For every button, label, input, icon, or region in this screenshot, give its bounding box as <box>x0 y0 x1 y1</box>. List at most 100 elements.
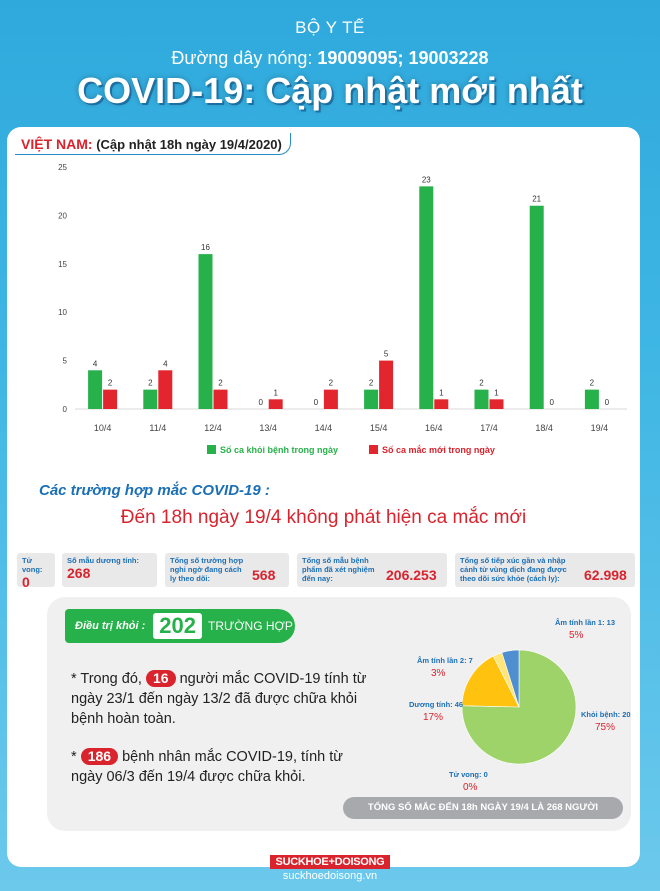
y-tick-label: 10 <box>58 308 67 317</box>
note-text: người mắc COVID-19 tính từ ngày 23/1 đến… <box>71 671 367 727</box>
pie-slice <box>501 649 520 708</box>
stat-label: Tử vong: <box>22 556 43 574</box>
y-tick-label: 0 <box>63 405 68 414</box>
pie-slice-percent: 3% <box>431 668 446 679</box>
x-tick-label: 12/4 <box>204 423 222 433</box>
bar-value-label: 2 <box>148 379 153 388</box>
treatment-note-2: * 186 bệnh nhân mắc COVID-19, tính từ ng… <box>71 747 371 787</box>
new-case-bar <box>379 360 394 409</box>
bar-value-label: 0 <box>605 398 610 407</box>
hotline-label: Đường dây nóng: <box>171 48 313 68</box>
treatment-number: 202 <box>153 613 202 639</box>
stat-value: 568 <box>252 567 276 583</box>
pie-slice-label: Tử vong: 0 <box>449 770 488 779</box>
new-case-bar <box>434 399 449 409</box>
stat-close-contacts: Tổng số tiếp xúc gần và nhập cảnh từ vùn… <box>455 553 635 587</box>
recovered-bar <box>364 389 379 409</box>
hotline: Đường dây nóng: 19009095; 19003228 <box>0 48 660 69</box>
bar-value-label: 2 <box>218 379 223 388</box>
stat-tested-samples: Tổng số mẫu bệnh phẩm đã xét nghiệm đến … <box>297 553 447 587</box>
new-case-bar <box>268 399 283 409</box>
bar-value-label: 21 <box>532 195 541 204</box>
treatment-unit: TRƯỜNG HỢP <box>208 619 293 633</box>
bar-value-label: 0 <box>549 398 554 407</box>
cases-headline: Đến 18h ngày 19/4 không phát hiện ca mắc… <box>120 507 527 528</box>
x-tick-label: 14/4 <box>315 423 333 433</box>
daily-cases-bar-chart: 051015202510/44211/42412/416213/40114/40… <box>58 163 627 455</box>
bar-value-label: 1 <box>494 388 499 397</box>
treatment-label: Điều trị khỏi : <box>75 620 146 632</box>
legend-swatch <box>207 445 216 454</box>
pie-slice-label: Âm tính lần 1: 13 <box>555 618 615 627</box>
bar-value-label: 1 <box>439 388 444 397</box>
recovered-bar <box>143 389 158 409</box>
legend-label: Số ca mắc mới trong ngày <box>382 444 495 455</box>
bar-value-label: 5 <box>384 350 389 359</box>
country-tab: VIỆT NAM: (Cập nhật 18h ngày 19/4/2020) <box>15 133 291 155</box>
legend-label: Số ca khỏi bệnh trong ngày <box>220 445 338 455</box>
total-cases-bar: TỔNG SỐ MẮC ĐẾN 18h NGÀY 19/4 LÀ 268 NGƯ… <box>343 797 623 819</box>
y-tick-label: 5 <box>63 357 68 366</box>
recovered-bar <box>529 205 544 409</box>
new-case-bar <box>489 399 504 409</box>
content-card: VIỆT NAM: (Cập nhật 18h ngày 19/4/2020) … <box>7 127 640 867</box>
y-tick-label: 15 <box>58 260 67 269</box>
new-case-bar <box>158 370 173 409</box>
brand-url: suckhoedoisong.vn <box>282 870 378 882</box>
note-text: bệnh nhân mắc COVID-19, tính từ ngày 06/… <box>71 749 343 785</box>
recovered-bar <box>198 254 213 409</box>
country-name: VIỆT NAM: <box>21 136 93 152</box>
recovered-bar <box>419 186 434 409</box>
cases-section-title: Các trường hợp mắc COVID-19 : <box>39 482 270 499</box>
hotline-numbers: 19009095; 19003228 <box>317 48 489 68</box>
stat-positive-samples: Số mẫu dương tính: 268 <box>62 553 157 587</box>
treatment-banner: Điều trị khỏi : 202 TRƯỜNG HỢP <box>65 609 295 643</box>
legend-swatch <box>369 445 378 454</box>
header: BỘ Y TẾ Đường dây nóng: 19009095; 190032… <box>0 0 660 125</box>
x-tick-label: 19/4 <box>591 423 609 433</box>
stat-value: 206.253 <box>386 567 437 583</box>
x-tick-label: 10/4 <box>94 423 112 433</box>
bar-value-label: 1 <box>273 388 278 397</box>
pie-slice-percent: 0% <box>463 782 478 793</box>
y-tick-label: 20 <box>58 211 67 220</box>
brand: SUCKHOE+DOISONG suckhoedoisong.vn <box>0 852 660 882</box>
pie-slice-percent: 75% <box>595 722 615 733</box>
bar-value-label: 2 <box>479 379 484 388</box>
cases-pie-chart: Âm tính lần 1: 13 5% Âm tính lần 2: 7 3% Dươ… <box>409 618 631 793</box>
bar-value-label: 0 <box>258 398 263 407</box>
bar-value-label: 2 <box>590 379 595 388</box>
note-prefix: * Trong đó, <box>71 671 142 687</box>
x-tick-label: 13/4 <box>259 423 277 433</box>
note-number-badge: 16 <box>145 670 176 687</box>
bar-value-label: 0 <box>314 398 319 407</box>
new-case-bar <box>323 389 338 409</box>
update-time: (Cập nhật 18h ngày 19/4/2020) <box>96 137 282 152</box>
stat-suspected-quarantine: Tổng số trường hợp nghi ngờ đang cách ly… <box>165 553 289 587</box>
bar-value-label: 2 <box>329 379 334 388</box>
bar-value-label: 4 <box>163 359 168 368</box>
new-case-bar <box>103 389 118 409</box>
pie-slice <box>461 655 520 708</box>
x-tick-label: 17/4 <box>480 423 498 433</box>
bar-value-label: 2 <box>369 379 374 388</box>
stat-deaths: Tử vong: 0 <box>17 553 55 590</box>
bar-value-label: 16 <box>201 243 210 252</box>
pie-slice-percent: 5% <box>569 630 584 641</box>
x-tick-label: 15/4 <box>370 423 388 433</box>
treatment-note-1: * Trong đó, 16 người mắc COVID-19 tính t… <box>71 669 371 729</box>
x-tick-label: 11/4 <box>149 423 166 433</box>
stat-label: Tổng số tiếp xúc gần và nhập cảnh từ vùn… <box>460 556 567 583</box>
brand-logo: SUCKHOE+DOISONG <box>269 855 391 869</box>
bar-value-label: 2 <box>108 379 113 388</box>
recovered-bar <box>474 389 489 409</box>
stat-label: Số mẫu dương tính: <box>67 556 140 565</box>
bar-value-label: 23 <box>422 175 431 184</box>
note-number-badge: 186 <box>80 748 119 765</box>
y-tick-label: 25 <box>58 163 67 172</box>
stat-value: 62.998 <box>584 567 627 583</box>
pie-slice-label: Âm tính lần 2: 7 <box>417 656 473 665</box>
x-tick-label: 18/4 <box>535 423 553 433</box>
x-tick-label: 16/4 <box>425 423 443 433</box>
new-case-bar <box>213 389 228 409</box>
